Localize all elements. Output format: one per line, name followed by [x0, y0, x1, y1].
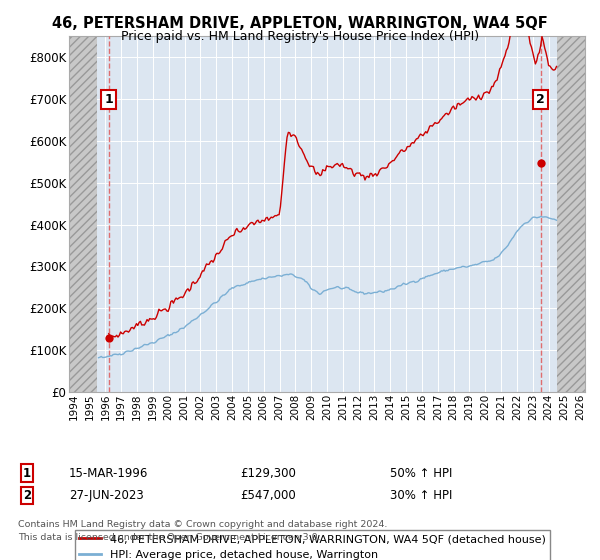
Text: 30% ↑ HPI: 30% ↑ HPI: [390, 489, 452, 502]
Text: Price paid vs. HM Land Registry's House Price Index (HPI): Price paid vs. HM Land Registry's House …: [121, 30, 479, 43]
Text: £129,300: £129,300: [240, 466, 296, 480]
Text: This data is licensed under the Open Government Licence v3.0.: This data is licensed under the Open Gov…: [18, 533, 320, 542]
Text: 27-JUN-2023: 27-JUN-2023: [69, 489, 144, 502]
Text: 2: 2: [536, 92, 545, 106]
Text: Contains HM Land Registry data © Crown copyright and database right 2024.: Contains HM Land Registry data © Crown c…: [18, 520, 388, 529]
Text: 1: 1: [104, 92, 113, 106]
Text: 15-MAR-1996: 15-MAR-1996: [69, 466, 148, 480]
Bar: [557, 36, 585, 392]
Text: 50% ↑ HPI: 50% ↑ HPI: [390, 466, 452, 480]
Text: 46, PETERSHAM DRIVE, APPLETON, WARRINGTON, WA4 5QF: 46, PETERSHAM DRIVE, APPLETON, WARRINGTO…: [52, 16, 548, 31]
Legend: 46, PETERSHAM DRIVE, APPLETON, WARRINGTON, WA4 5QF (detached house), HPI: Averag: 46, PETERSHAM DRIVE, APPLETON, WARRINGTO…: [74, 530, 550, 560]
Bar: [69, 36, 97, 392]
Text: 1: 1: [23, 466, 31, 480]
Text: £547,000: £547,000: [240, 489, 296, 502]
Text: 2: 2: [23, 489, 31, 502]
